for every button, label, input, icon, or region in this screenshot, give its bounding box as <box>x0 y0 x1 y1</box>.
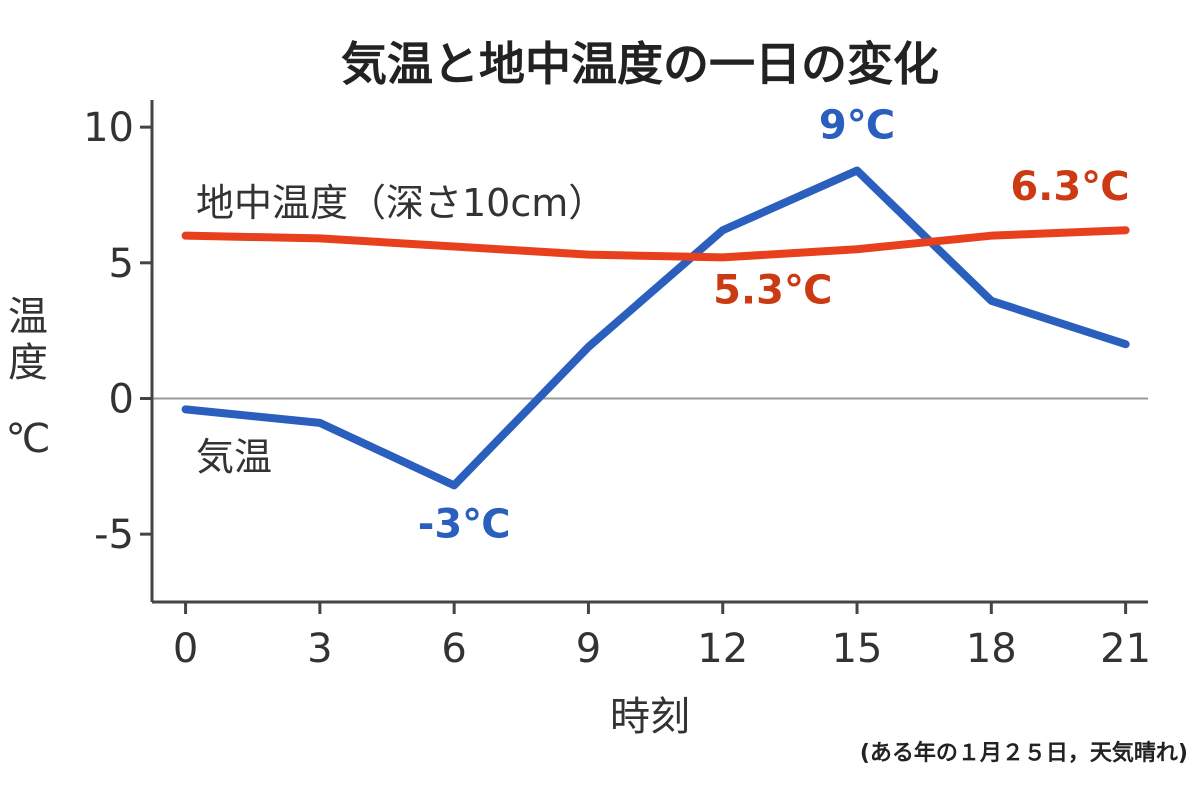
x-tick-label: 0 <box>173 626 198 672</box>
y-tick-label: 5 <box>109 241 134 287</box>
y-axis-label-char-1: 温 <box>8 294 48 340</box>
x-axis-label: 時刻 <box>610 694 690 740</box>
data-point-air <box>854 167 861 174</box>
data-labels: 9℃ -3℃ 6.3℃ 5.3℃ <box>418 103 1130 548</box>
data-point-soil <box>316 235 323 242</box>
series-label-soil-temperature: 地中温度（深さ10cm） <box>196 181 606 225</box>
y-tick-label: 0 <box>109 376 134 422</box>
x-tick-label: 3 <box>307 626 332 672</box>
series-labels: 気温 地中温度（深さ10cm） <box>196 181 606 479</box>
y-axis-label-char-2: 度 <box>8 340 48 386</box>
data-point-air <box>988 297 995 304</box>
x-tick-label: 9 <box>576 626 601 672</box>
data-point-soil <box>182 232 189 239</box>
x-tick-label: 6 <box>441 626 466 672</box>
ticks: 10 5 0 -5 0 3 6 9 12 15 18 21 <box>83 105 1151 672</box>
data-point-soil <box>719 254 726 261</box>
y-axis-unit: ℃ <box>6 416 51 462</box>
data-point-air <box>316 419 323 426</box>
data-point-soil <box>451 243 458 250</box>
series-label-air-temperature: 気温 <box>196 435 272 479</box>
data-label: 9℃ <box>819 103 895 149</box>
data-point-air <box>451 482 458 489</box>
data-point-soil <box>1122 227 1129 234</box>
chart-title: 気温と地中温度の一日の変化 <box>341 37 939 91</box>
data-point-air <box>719 227 726 234</box>
series-line-soil-temperature <box>181 226 1130 262</box>
data-label: 6.3℃ <box>1010 164 1129 210</box>
y-tick-label: 10 <box>83 105 134 151</box>
axes <box>150 100 1148 604</box>
x-tick-label: 21 <box>1100 626 1151 672</box>
chart-note: (ある年の１月２５日，天気晴れ) <box>860 740 1188 766</box>
x-tick-label: 12 <box>697 626 748 672</box>
data-point-air <box>585 343 592 350</box>
x-tick-label: 18 <box>966 626 1017 672</box>
series-line-air-temperature <box>181 166 1130 490</box>
data-point-soil <box>988 232 995 239</box>
data-point-air <box>1122 341 1129 348</box>
y-tick-label: -5 <box>94 512 134 558</box>
data-label: -3℃ <box>418 501 511 547</box>
data-point-soil <box>585 251 592 258</box>
data-point-soil <box>854 246 861 253</box>
series-group <box>181 166 1130 490</box>
x-tick-label: 15 <box>832 626 883 672</box>
y-axis-label: 温 度 ℃ <box>6 294 51 462</box>
data-label: 5.3℃ <box>713 267 832 313</box>
data-point-air <box>182 406 189 413</box>
